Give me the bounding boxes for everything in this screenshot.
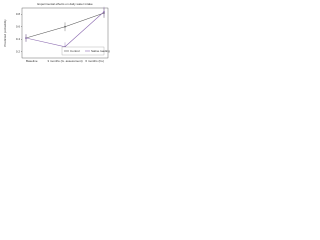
- y-axis-label: Predicted probability: [3, 19, 7, 47]
- point: [103, 10, 105, 13]
- x-tick-label: 3 months (G. assessment): [47, 59, 82, 63]
- point: [25, 37, 27, 39]
- chart-title: Experimental effects on daily water inta…: [37, 2, 93, 6]
- y-tick-label: 0.8: [16, 12, 21, 16]
- legend-box: [61, 46, 105, 56]
- x-tick-label: Baseline: [26, 59, 38, 63]
- chart: Experimental effects on daily water inta…: [0, 0, 124, 80]
- y-tick-label: 0.4: [16, 37, 21, 41]
- legend-label: Control: [70, 49, 80, 53]
- plot-frame: [21, 7, 109, 59]
- x-tick-label: 6 months (Fu): [85, 59, 104, 63]
- y-tick-label: 0.6: [16, 25, 21, 29]
- y-tick-label: 0.2: [16, 50, 21, 54]
- legend-label: Saline loading: [91, 49, 110, 53]
- point: [64, 25, 66, 28]
